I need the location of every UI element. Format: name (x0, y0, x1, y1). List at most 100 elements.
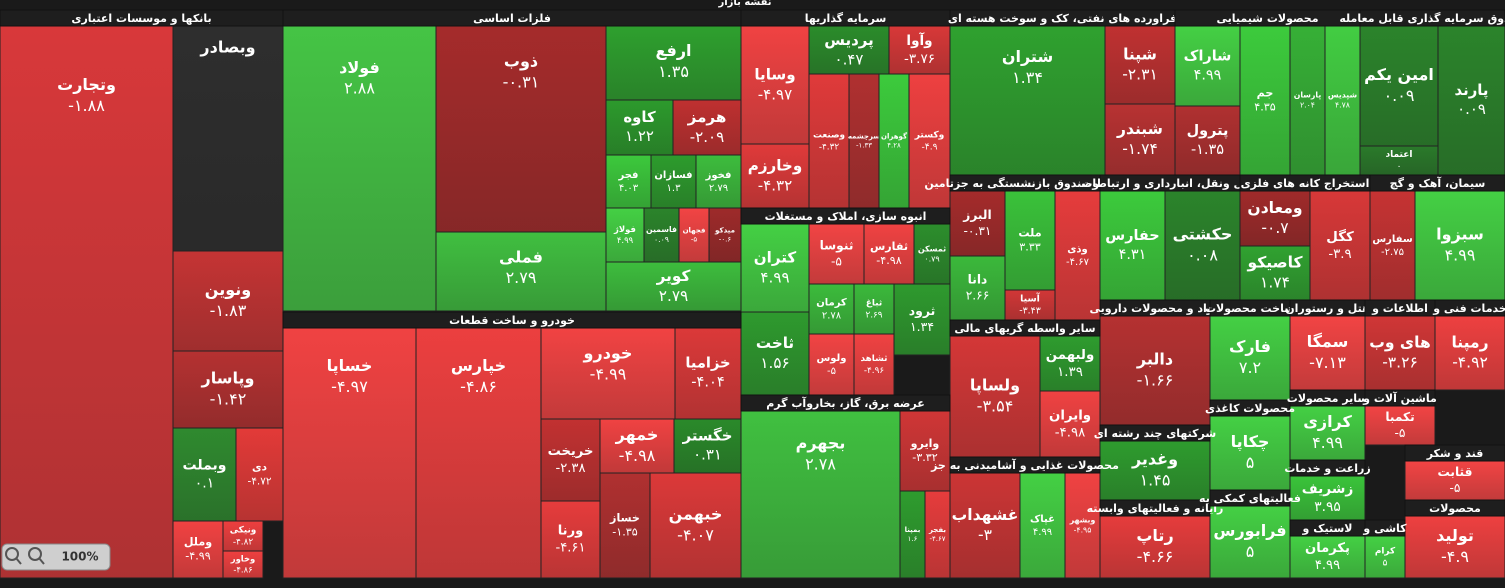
tile[interactable]: شبندر -۱.۷۴ (1104, 103, 1176, 176)
tile[interactable]: حفارس ۴.۳۱ (1099, 190, 1166, 301)
tile[interactable]: وملل -۴.۹۹ (172, 520, 224, 579)
tile[interactable]: شاراک ۴.۹۹ (1174, 25, 1241, 107)
tile[interactable]: شتران ۱.۳۴ (949, 25, 1106, 176)
tile[interactable]: کویر ۲.۷۹ (605, 261, 742, 312)
tile[interactable]: کاصیکو ۱.۷۴ (1239, 245, 1311, 301)
tile[interactable]: جم ۴.۳۵ (1239, 25, 1291, 176)
tile[interactable]: وبملت ۰.۱ (172, 427, 237, 522)
tile[interactable]: پارسان ۲.۰۴ (1289, 25, 1326, 176)
tile[interactable]: بفجر-۴.۶۷ (924, 490, 951, 579)
tile[interactable]: سرچشمه -۱.۳۳ (848, 73, 880, 209)
tile[interactable]: فارک ۷.۲ (1209, 315, 1291, 401)
tile[interactable]: وصنعت-۴.۳۲ (808, 73, 850, 209)
tile[interactable]: ثفارس-۴.۹۸ (863, 223, 915, 285)
tile[interactable]: هرمز -۲.۰۹ (672, 99, 742, 156)
tile[interactable]: سفارس -۲.۷۵ (1369, 190, 1416, 301)
tile[interactable]: خودرو -۴.۹۹ (540, 326, 676, 420)
tile[interactable]: آسیا -۳.۴۳ (1004, 289, 1056, 321)
tile[interactable]: خبهمن-۴.۰۷ (649, 472, 742, 579)
tile[interactable]: فولاد ۲.۸۸ (282, 25, 437, 312)
tile[interactable]: ارفع ۱.۳۵ (605, 25, 742, 101)
tile[interactable]: غپاک ۴.۹۹ (1019, 472, 1066, 579)
zoom-control[interactable]: 100% (1, 543, 111, 571)
tile[interactable]: خزامیا -۴.۰۴ (674, 326, 742, 420)
tile[interactable]: ولساپا-۳.۵۴ (949, 335, 1041, 458)
tile[interactable]: وسایا-۴.۹۷ (740, 25, 810, 145)
tile[interactable]: خپارس-۴.۸۶ (415, 326, 542, 579)
tile[interactable]: دی-۴.۷۲ (235, 427, 284, 522)
tile[interactable]: ورنا -۴.۶۱ (540, 500, 601, 579)
tile[interactable]: ثنوسا-۵ (808, 223, 865, 285)
tile[interactable]: های وب -۳.۲۶ (1364, 315, 1436, 391)
tile[interactable]: کگل -۳.۹ (1309, 190, 1371, 301)
tile[interactable]: ثشاهد -۴.۹۶ (853, 333, 895, 396)
tile[interactable]: خمهر -۴.۹۸ (599, 418, 675, 474)
tile[interactable]: ثمسکن ۰.۷۹ (913, 223, 951, 285)
tile[interactable]: وتجارت -۱.۸۸ (0, 25, 174, 579)
tile[interactable]: البرز -۰.۳۱ (949, 190, 1006, 257)
tile[interactable]: کرمان ۲.۷۸ (808, 283, 855, 335)
tile[interactable]: ونوین -۱.۸۳ (172, 250, 284, 352)
tile[interactable]: امین یکم ۰.۰۹ (1359, 25, 1439, 147)
tile[interactable]: وایرو-۳.۳۲ (899, 410, 951, 492)
tile[interactable]: وبصادر (172, 25, 284, 252)
tile[interactable]: ولوس -۵ (808, 333, 855, 396)
tile[interactable]: وپاسار-۱.۴۲ (172, 350, 284, 429)
tile[interactable]: وایران -۴.۹۸ (1039, 390, 1101, 458)
tile[interactable]: پکرمان ۴.۹۹ (1289, 535, 1366, 579)
tile[interactable]: تولید -۴.۹ (1404, 515, 1505, 579)
tile[interactable]: رتاپ-۴.۶۶ (1099, 515, 1211, 579)
tile[interactable]: ذوب-۰.۳۱ (435, 25, 607, 233)
tile[interactable]: فرابورس ۵ (1209, 505, 1291, 579)
tile[interactable]: زشریف ۳.۹۵ (1289, 475, 1366, 521)
zoom-out-icon[interactable] (5, 547, 19, 561)
tile[interactable]: فخوز ۲.۷۹ (695, 154, 742, 209)
tile[interactable]: غشهداب -۳ (949, 472, 1021, 579)
tile[interactable]: فملی ۲.۷۹ (435, 231, 607, 312)
tile[interactable]: خساز -۱.۳۵ (599, 472, 651, 579)
tile[interactable]: شپدیس ۴.۷۸ (1324, 25, 1361, 176)
tile[interactable]: پترول -۱.۳۵ (1174, 105, 1241, 176)
zoom-in-icon[interactable] (28, 547, 42, 561)
tile[interactable]: گوهران ۴.۲۸ (878, 73, 910, 209)
tile[interactable]: رمپنا -۴.۹۲ (1434, 315, 1505, 391)
tile[interactable]: فسازان ۱.۳ (650, 154, 697, 209)
tile[interactable]: بجهرم ۲.۷۸ (740, 410, 901, 579)
tile[interactable]: وخارزم-۴.۳۲ (740, 143, 810, 209)
tile[interactable]: وذی -۴.۶۷ (1054, 190, 1101, 321)
tile[interactable]: فجر ۴.۰۳ (605, 154, 652, 209)
tile[interactable]: شپنا -۲.۳۱ (1104, 25, 1176, 105)
tile[interactable]: وبشهر -۴.۹۵ (1064, 472, 1101, 579)
tile[interactable]: خساپا-۴.۹۷ (282, 326, 417, 579)
tile[interactable]: ثاخت ۱.۵۶ (740, 311, 810, 396)
tile[interactable]: خریخت -۲.۳۸ (540, 418, 601, 502)
tile[interactable]: وآوا -۳.۷۶ (888, 25, 951, 75)
tile[interactable]: ولبهمن ۱.۳۹ (1039, 335, 1101, 392)
tile[interactable]: سمگا -۷.۱۳ (1289, 315, 1366, 391)
tile[interactable]: فجهان -۵ (678, 207, 710, 263)
tile[interactable]: اعتماد ۰ (1359, 145, 1439, 176)
tile[interactable]: کرازی ۴.۹۹ (1289, 405, 1366, 461)
tile[interactable]: دالبر-۱.۶۶ (1099, 315, 1211, 426)
tile[interactable]: ملت ۳.۳۳ (1004, 190, 1056, 291)
tile[interactable]: تکمبا -۵ (1364, 405, 1436, 446)
tile[interactable]: ونیکی-۴.۸۲ (222, 520, 264, 552)
tile[interactable]: وخاور-۴.۸۶ (222, 550, 264, 579)
tile[interactable]: خگستر ۰.۳۱ (673, 418, 742, 474)
tile[interactable]: میدکو-۰.۶ (708, 207, 742, 263)
